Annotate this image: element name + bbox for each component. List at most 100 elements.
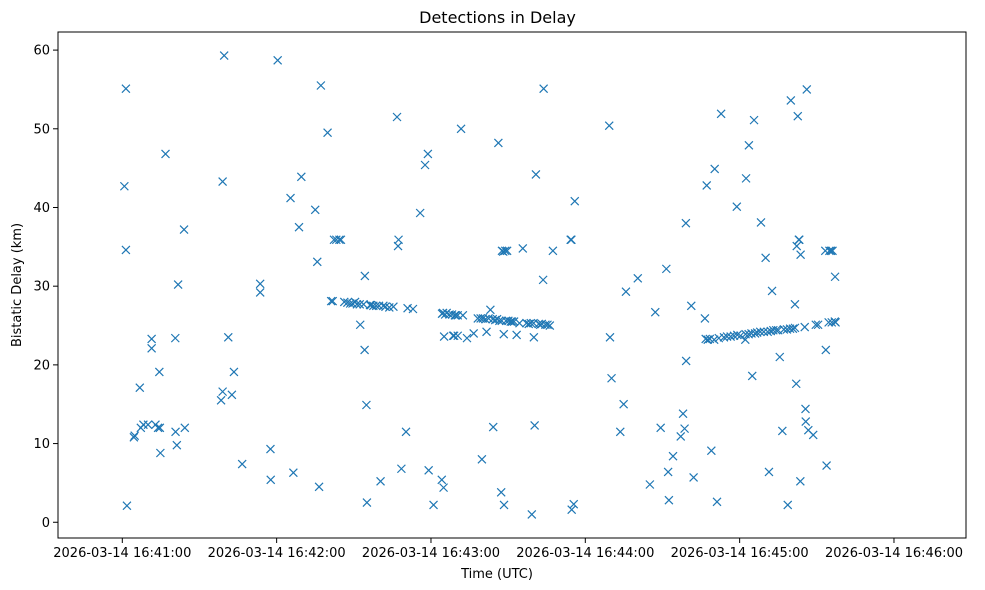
data-point bbox=[681, 218, 691, 228]
data-point bbox=[223, 332, 233, 342]
data-point bbox=[569, 499, 579, 509]
data-point bbox=[255, 288, 265, 297]
data-point bbox=[530, 421, 540, 430]
y-tick-label: 10 bbox=[33, 437, 50, 452]
data-point bbox=[155, 448, 165, 458]
data-point bbox=[502, 246, 512, 256]
data-point bbox=[506, 317, 516, 327]
data-point bbox=[706, 446, 716, 456]
data-point bbox=[650, 307, 660, 317]
data-point bbox=[548, 246, 558, 256]
data-point bbox=[310, 205, 320, 215]
data-point bbox=[735, 331, 745, 341]
data-point bbox=[827, 317, 837, 327]
data-point bbox=[288, 468, 298, 478]
data-point bbox=[147, 343, 157, 353]
data-point bbox=[747, 371, 757, 381]
data-point bbox=[678, 409, 688, 419]
data-point bbox=[170, 333, 180, 343]
data-point bbox=[761, 253, 771, 263]
data-point bbox=[360, 345, 370, 355]
data-point bbox=[179, 225, 189, 234]
data-point bbox=[656, 423, 666, 433]
data-point bbox=[494, 316, 504, 326]
x-tick-label: 2026-03-14 16:43:00 bbox=[362, 546, 500, 561]
data-point bbox=[362, 498, 372, 508]
data-point bbox=[458, 310, 468, 320]
data-point bbox=[566, 235, 576, 245]
data-point bbox=[702, 181, 712, 190]
data-point bbox=[361, 400, 371, 410]
data-point bbox=[716, 109, 726, 119]
data-point bbox=[764, 467, 774, 477]
data-point bbox=[294, 222, 304, 232]
data-point bbox=[732, 330, 742, 340]
data-point bbox=[336, 235, 346, 245]
data-point bbox=[750, 328, 760, 338]
data-point bbox=[726, 332, 736, 341]
data-point bbox=[813, 320, 823, 330]
data-point bbox=[352, 299, 362, 309]
data-point bbox=[296, 172, 306, 182]
data-point bbox=[777, 426, 787, 436]
y-tick-label: 60 bbox=[33, 44, 50, 59]
data-point bbox=[786, 96, 796, 105]
data-point bbox=[469, 328, 479, 338]
data-point bbox=[712, 497, 722, 507]
data-point bbox=[771, 325, 781, 335]
data-point bbox=[376, 476, 385, 486]
data-point bbox=[830, 272, 840, 282]
data-point bbox=[229, 367, 239, 377]
data-point bbox=[515, 318, 524, 328]
data-point bbox=[424, 465, 434, 475]
data-point bbox=[686, 301, 696, 311]
data-point bbox=[676, 432, 686, 441]
data-point bbox=[266, 444, 275, 454]
data-point bbox=[801, 417, 811, 426]
data-point bbox=[172, 440, 182, 450]
data-point bbox=[709, 335, 719, 345]
data-point bbox=[218, 387, 228, 397]
data-point bbox=[482, 327, 491, 337]
data-point bbox=[396, 464, 406, 474]
data-point bbox=[477, 454, 487, 464]
data-point bbox=[521, 318, 531, 328]
data-point bbox=[437, 475, 447, 485]
data-point bbox=[130, 431, 140, 441]
data-point bbox=[794, 235, 804, 245]
data-point bbox=[567, 505, 577, 515]
data-point bbox=[755, 327, 765, 337]
data-point bbox=[811, 320, 821, 330]
data-point bbox=[645, 480, 655, 489]
x-tick-label: 2026-03-14 16:41:00 bbox=[53, 546, 191, 561]
y-tick-label: 40 bbox=[33, 201, 50, 216]
data-point bbox=[415, 208, 425, 218]
data-point bbox=[499, 329, 509, 339]
x-tick-label: 2026-03-14 16:46:00 bbox=[825, 546, 963, 561]
data-point bbox=[401, 427, 411, 437]
data-point bbox=[394, 235, 403, 245]
data-point bbox=[800, 322, 810, 332]
data-point bbox=[161, 149, 170, 159]
x-axis-label: Time (UTC) bbox=[460, 567, 533, 582]
data-point bbox=[355, 320, 365, 330]
data-point bbox=[493, 138, 503, 148]
data-point bbox=[808, 430, 818, 440]
data-point bbox=[266, 475, 276, 485]
data-point bbox=[442, 308, 452, 318]
data-point bbox=[821, 345, 831, 355]
data-point bbox=[119, 181, 129, 191]
data-point bbox=[451, 310, 461, 320]
data-point bbox=[826, 246, 836, 256]
data-point bbox=[371, 301, 381, 311]
data-point bbox=[429, 500, 438, 510]
data-point bbox=[604, 121, 614, 131]
data-point bbox=[664, 495, 674, 505]
data-point bbox=[378, 301, 388, 311]
data-point bbox=[668, 451, 678, 461]
data-point bbox=[633, 273, 643, 283]
data-point bbox=[619, 399, 629, 409]
data-point bbox=[439, 483, 449, 493]
data-point bbox=[497, 316, 507, 326]
